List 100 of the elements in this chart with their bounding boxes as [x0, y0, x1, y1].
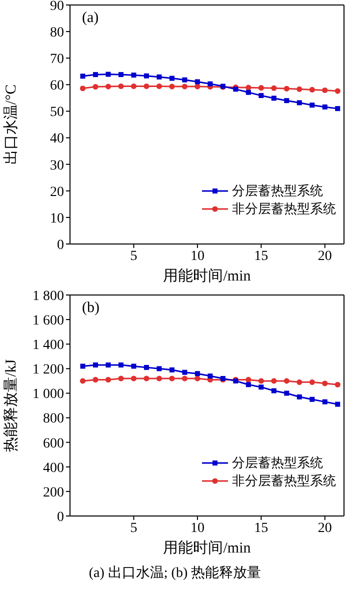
- point: [296, 86, 302, 92]
- point: [194, 79, 200, 84]
- point: [334, 382, 340, 388]
- point: [296, 394, 302, 400]
- x-tick-label: 20: [318, 520, 332, 536]
- point: [296, 379, 302, 385]
- point: [194, 371, 200, 376]
- y-tick-label: 40: [50, 132, 64, 147]
- y-tick-label: 0: [57, 510, 64, 525]
- point: [208, 374, 213, 379]
- point: [310, 396, 315, 402]
- point: [271, 378, 277, 384]
- point: [169, 76, 174, 81]
- x-tick-label: 10: [190, 520, 204, 536]
- point: [322, 380, 328, 386]
- point: [194, 376, 200, 382]
- point: [169, 84, 175, 90]
- y-tick-label: 90: [50, 0, 64, 14]
- point: [182, 84, 188, 90]
- point: [246, 84, 252, 90]
- legend-label: 分层蓄热型系统: [232, 182, 323, 200]
- point: [80, 364, 86, 369]
- x-axis-title: 用能时间/min: [163, 540, 252, 557]
- point: [144, 73, 149, 78]
- point: [130, 83, 137, 90]
- point: [92, 376, 98, 383]
- point: [92, 72, 98, 78]
- chart-title: (a): [82, 10, 99, 27]
- chart-title: (b): [82, 300, 100, 317]
- point: [118, 376, 124, 382]
- point: [105, 84, 112, 90]
- point: [334, 88, 340, 94]
- y-tick-label: 0: [57, 238, 64, 253]
- y-tick-label: 1 400: [32, 338, 64, 354]
- point: [144, 364, 149, 370]
- point: [309, 379, 315, 385]
- y-tick-label: 1 000: [32, 387, 64, 402]
- x-tick-label: 15: [254, 248, 268, 264]
- point: [106, 362, 111, 368]
- y-tick-label: 800: [43, 412, 64, 427]
- point: [322, 87, 328, 94]
- y-tick-label: 1 600: [32, 314, 64, 329]
- point: [284, 86, 290, 92]
- point: [271, 96, 276, 101]
- y-tick-label: 1 200: [32, 362, 64, 378]
- x-axis-title: 用能时间/min: [163, 268, 252, 285]
- point: [118, 362, 124, 368]
- point: [182, 376, 188, 382]
- point: [130, 376, 137, 382]
- y-tick-label: 60: [50, 78, 64, 94]
- point: [296, 100, 302, 106]
- x-tick-label: 20: [318, 248, 332, 264]
- y-tick-label: 20: [50, 184, 64, 200]
- y-tick-label: 50: [50, 105, 64, 120]
- point: [208, 81, 213, 86]
- point: [246, 376, 252, 383]
- point: [258, 378, 264, 384]
- point: [80, 378, 86, 384]
- point: [310, 102, 315, 108]
- point: [246, 382, 251, 388]
- point: [194, 84, 200, 90]
- point: [131, 364, 136, 369]
- point: [284, 98, 290, 104]
- point: [144, 83, 150, 90]
- point: [169, 376, 175, 382]
- point: [92, 362, 98, 368]
- point: [322, 104, 328, 110]
- point: [182, 77, 188, 82]
- point: [182, 370, 188, 375]
- point: [271, 388, 276, 394]
- point: [335, 402, 340, 407]
- x-tick-label: 5: [130, 520, 138, 536]
- point: [335, 106, 340, 112]
- legend-label: 分层蓄热型系统: [232, 454, 323, 472]
- point: [156, 376, 162, 382]
- point: [156, 83, 162, 90]
- x-tick-label: 10: [190, 248, 204, 264]
- legend-label: 非分层蓄热型系统: [232, 472, 336, 490]
- point: [118, 83, 124, 90]
- point: [246, 90, 251, 95]
- point: [309, 86, 315, 93]
- point: [80, 86, 86, 92]
- y-tick-label: 80: [50, 26, 64, 41]
- y-axis-title: 出口水温/°C: [2, 84, 20, 165]
- y-tick-label: 200: [43, 485, 64, 500]
- y-tick-label: 10: [50, 211, 64, 226]
- point: [106, 72, 111, 77]
- point: [156, 74, 162, 80]
- point: [118, 72, 124, 78]
- y-tick-label: 1 800: [32, 288, 64, 304]
- point: [131, 72, 136, 78]
- point: [258, 384, 264, 390]
- point: [92, 84, 98, 90]
- y-tick-label: 70: [50, 52, 64, 68]
- x-tick-label: 15: [254, 520, 268, 536]
- y-tick-label: 600: [43, 436, 64, 452]
- y-axis-title: 热能释放量/kJ: [2, 359, 20, 452]
- point: [105, 376, 112, 383]
- point: [144, 376, 150, 382]
- legend-label: 非分层蓄热型系统: [232, 200, 336, 218]
